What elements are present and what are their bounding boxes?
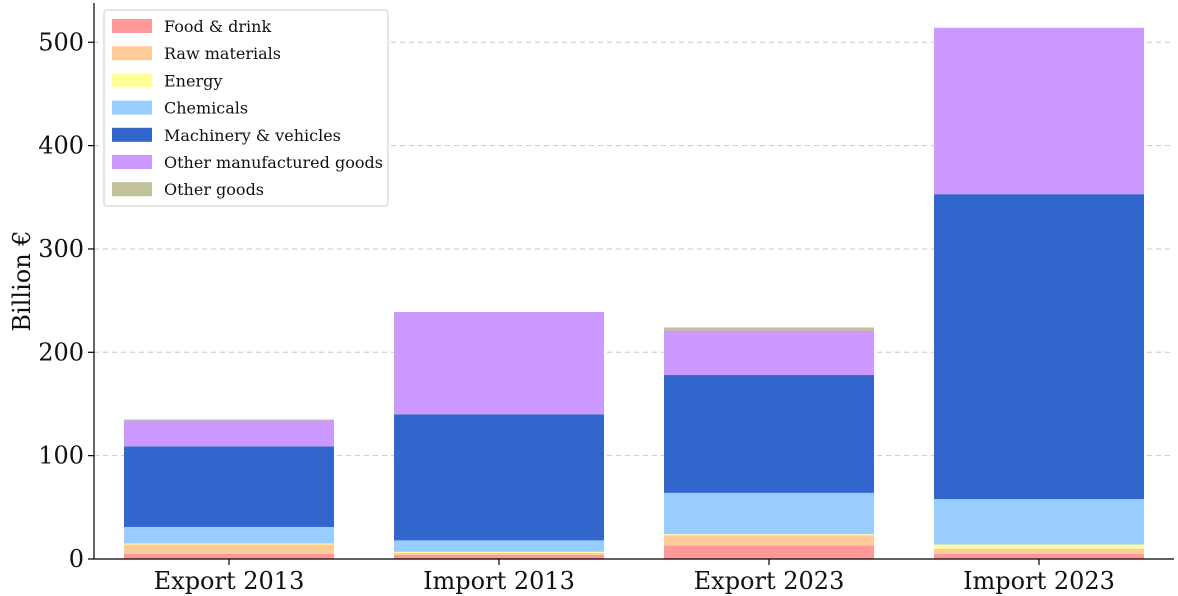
bar-segment <box>394 311 604 415</box>
x-tick-label: Import 2013 <box>423 567 575 595</box>
y-tick-label: 100 <box>38 442 84 470</box>
bar-segment <box>934 27 1144 195</box>
bar-segment <box>664 545 874 559</box>
bar-segment <box>934 553 1144 559</box>
x-tick-label: Export 2013 <box>154 567 305 595</box>
bar-segment <box>664 330 874 376</box>
legend-swatch <box>112 155 152 169</box>
bar-segment <box>934 194 1144 500</box>
bar-segment <box>124 526 334 544</box>
bar-segment <box>664 492 874 535</box>
y-tick-label: 300 <box>38 235 84 263</box>
legend-label: Machinery & vehicles <box>164 126 341 145</box>
bar-segment <box>124 553 334 559</box>
y-tick-label: 200 <box>38 338 84 366</box>
bar-segment <box>934 544 1144 549</box>
legend-swatch <box>112 182 152 197</box>
bar-segment <box>934 499 1144 545</box>
legend-label: Food & drink <box>164 17 271 36</box>
legend-label: Other goods <box>164 180 264 199</box>
bar-segment <box>124 419 334 421</box>
legend-swatch <box>112 46 152 61</box>
y-tick-label: 400 <box>38 132 84 160</box>
x-tick-label: Export 2023 <box>694 567 845 595</box>
bar-segment <box>664 327 874 331</box>
bar-segment <box>394 551 604 553</box>
bar-segment <box>394 554 604 559</box>
legend-box <box>103 9 389 207</box>
legend-swatch <box>112 19 152 33</box>
legend-label: Raw materials <box>164 44 281 63</box>
bar-segment <box>394 540 604 552</box>
bar-segment <box>664 375 874 493</box>
y-tick-label: 0 <box>69 545 84 573</box>
bar-segment <box>124 446 334 527</box>
bar-segment <box>394 552 604 555</box>
legend-label: Other manufactured goods <box>164 153 383 172</box>
bar-segment <box>394 414 604 541</box>
axes: 0 100 200 300 400 500 Export 2013 Import 2013 Ex… <box>38 3 1174 595</box>
legend-label: Energy <box>164 71 222 90</box>
y-axis-label: Billion € <box>8 230 36 331</box>
legend-label: Chemicals <box>164 99 248 118</box>
bar-segment <box>124 420 334 447</box>
bar-segment <box>934 548 1144 554</box>
bar-segment <box>124 543 334 545</box>
bars <box>124 27 1144 559</box>
legend: Food & drink Raw materials Energy Chemicals… <box>103 9 389 207</box>
y-tick-label: 500 <box>38 28 84 56</box>
x-tick-label: Import 2023 <box>963 567 1115 595</box>
bar-segment <box>664 535 874 546</box>
legend-swatch <box>112 127 152 142</box>
legend-swatch <box>112 100 152 115</box>
legend-swatch <box>112 73 152 88</box>
bar-segment <box>124 544 334 554</box>
bar-segment <box>664 534 874 536</box>
